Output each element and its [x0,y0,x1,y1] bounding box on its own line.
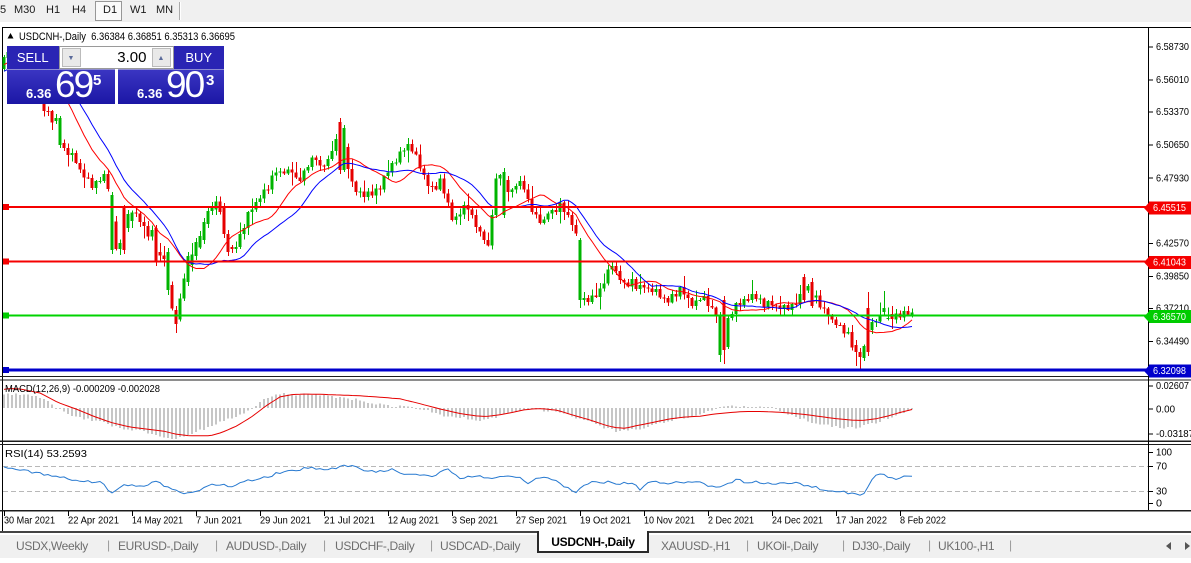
svg-text:6.41043: 6.41043 [1153,257,1186,269]
svg-text:30 Mar 2021: 30 Mar 2021 [4,515,55,527]
svg-text:6.56010: 6.56010 [1156,74,1189,86]
svg-text:19 Oct 2021: 19 Oct 2021 [580,515,631,527]
svg-text:29 Jun 2021: 29 Jun 2021 [260,515,311,527]
svg-text:6.42570: 6.42570 [1156,238,1189,250]
svg-text:6.50650: 6.50650 [1156,139,1189,151]
svg-text:30: 30 [1156,486,1167,498]
svg-text:7 Jun 2021: 7 Jun 2021 [196,515,242,527]
svg-text:12 Aug 2021: 12 Aug 2021 [388,515,439,527]
svg-text:21 Jul 2021: 21 Jul 2021 [324,515,375,527]
svg-text:6.53370: 6.53370 [1156,106,1189,118]
svg-text:3 Sep 2021: 3 Sep 2021 [452,515,498,527]
svg-text:8 Feb 2022: 8 Feb 2022 [900,515,946,527]
svg-text:14 May 2021: 14 May 2021 [132,515,183,527]
svg-text:17 Jan 2022: 17 Jan 2022 [836,515,887,527]
svg-text:22 Apr 2021: 22 Apr 2021 [68,515,119,527]
svg-text:6.47930: 6.47930 [1156,172,1189,184]
svg-text:100: 100 [1156,447,1172,459]
svg-text:27 Sep 2021: 27 Sep 2021 [516,515,567,527]
svg-text:6.36570: 6.36570 [1153,311,1186,323]
svg-text:6.39850: 6.39850 [1156,271,1189,283]
svg-text:70: 70 [1156,461,1167,473]
svg-text:MACD(12,26,9) -0.000209 -0.002: MACD(12,26,9) -0.000209 -0.002028 [5,383,160,395]
svg-text:0: 0 [1156,498,1162,510]
svg-text:0.02607: 0.02607 [1156,380,1189,392]
svg-text:RSI(14) 53.2593: RSI(14) 53.2593 [5,448,87,460]
svg-text:6.32098: 6.32098 [1153,365,1186,377]
svg-text:6.34490: 6.34490 [1156,336,1189,348]
svg-text:10 Nov 2021: 10 Nov 2021 [644,515,695,527]
svg-text:-0.03187: -0.03187 [1156,428,1191,440]
svg-text:USDCNH-,Daily 6.36384 6.36851: USDCNH-,Daily 6.36384 6.36851 6.35313 6.… [19,31,235,43]
svg-text:0.00: 0.00 [1156,403,1175,415]
svg-text:6.58730: 6.58730 [1156,41,1189,53]
svg-text:2 Dec 2021: 2 Dec 2021 [708,515,754,527]
svg-text:24 Dec 2021: 24 Dec 2021 [772,515,823,527]
svg-text:6.45515: 6.45515 [1153,202,1186,214]
